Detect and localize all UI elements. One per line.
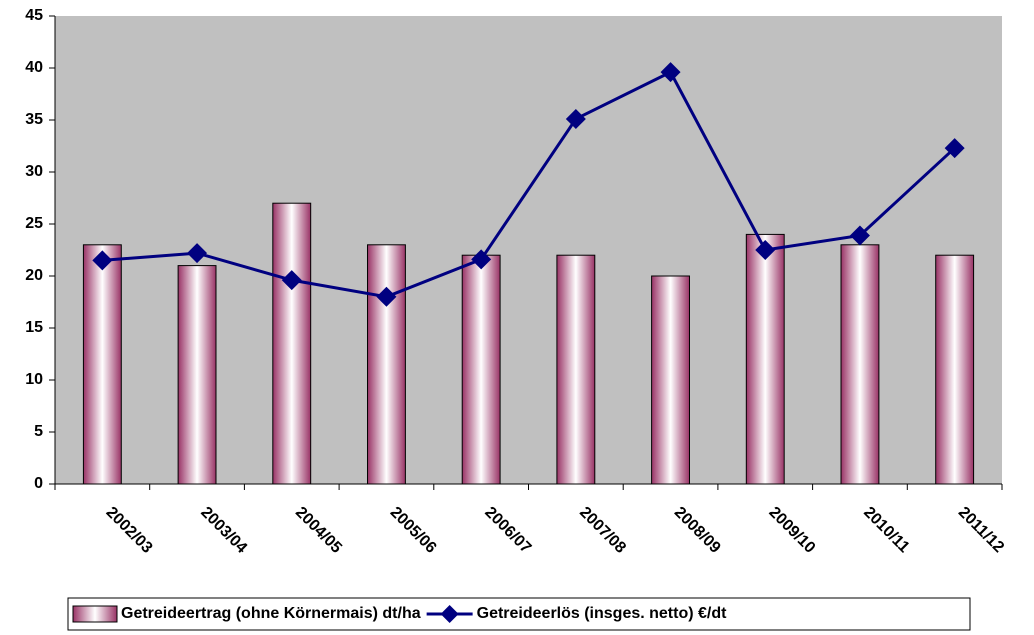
- y-tick-label: 5: [34, 423, 43, 440]
- bar: [461, 254, 501, 485]
- legend-label: Getreideertrag (ohne Körnermais) dt/ha: [121, 605, 421, 622]
- marker: [376, 286, 397, 307]
- marker: [565, 108, 586, 129]
- bar: [745, 233, 785, 485]
- marker: [660, 62, 681, 83]
- bar: [840, 244, 880, 485]
- legend-swatch: [440, 605, 459, 623]
- x-tick-label: 2010/11: [860, 504, 912, 556]
- bar: [82, 244, 122, 485]
- x-tick-label: 2004/05: [292, 504, 345, 557]
- x-tick-label: 2002/03: [103, 504, 156, 557]
- y-tick-label: 35: [25, 111, 43, 128]
- bar: [367, 244, 406, 485]
- y-tick-label: 40: [25, 59, 43, 76]
- marker: [849, 225, 870, 246]
- bar: [556, 254, 596, 485]
- legend-label: Getreideerlös (insges. netto) €/dt: [477, 605, 728, 622]
- x-tick-label: 2009/10: [765, 504, 818, 557]
- marker: [187, 243, 208, 264]
- y-tick-label: 45: [25, 7, 43, 24]
- x-tick-label: 2007/08: [576, 504, 629, 557]
- y-tick-label: 25: [25, 215, 43, 232]
- y-tick-label: 20: [25, 267, 43, 284]
- x-tick-label: 2011/12: [955, 504, 1007, 556]
- bar: [651, 275, 690, 485]
- y-tick-label: 0: [34, 475, 43, 492]
- x-tick-label: 2003/04: [197, 504, 250, 557]
- marker: [755, 240, 776, 260]
- marker: [92, 250, 113, 271]
- y-tick-label: 30: [25, 163, 43, 180]
- legend-swatch: [72, 605, 118, 623]
- x-tick-label: 2006/07: [481, 504, 534, 557]
- x-tick-label: 2005/06: [387, 504, 440, 557]
- y-tick-label: 15: [25, 319, 43, 336]
- marker: [471, 249, 492, 270]
- x-tick-label: 2008/09: [671, 504, 724, 557]
- marker: [944, 138, 965, 159]
- legend: [67, 597, 971, 631]
- bar: [935, 254, 975, 485]
- marker: [281, 270, 302, 291]
- y-tick-label: 10: [25, 371, 43, 388]
- bar: [177, 265, 217, 485]
- bar: [272, 202, 312, 485]
- line: [102, 70, 956, 299]
